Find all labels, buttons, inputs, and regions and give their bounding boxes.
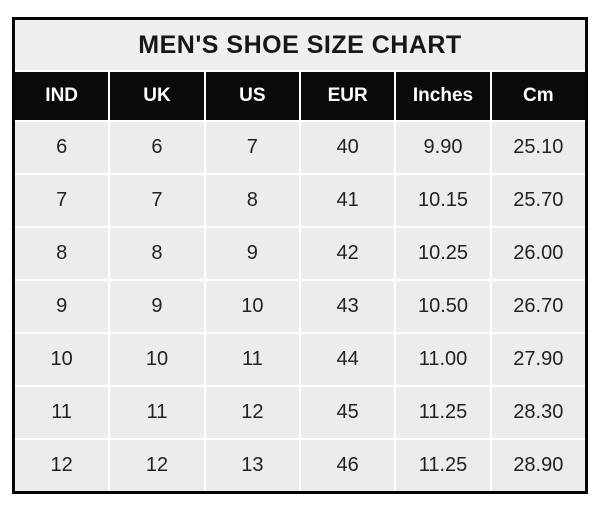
table-cell: 6 xyxy=(110,122,204,173)
column-header: IND xyxy=(15,72,109,120)
table-cell: 10.50 xyxy=(396,281,490,332)
table-cell: 46 xyxy=(301,440,395,491)
table-cell: 27.90 xyxy=(491,334,585,385)
column-header: UK xyxy=(110,72,204,120)
table-cell: 10 xyxy=(15,334,109,385)
table-cell: 9 xyxy=(110,281,204,332)
table-cell: 10 xyxy=(110,334,204,385)
table-cell: 8 xyxy=(205,175,299,226)
table-cell: 13 xyxy=(205,440,299,491)
column-header: Cm xyxy=(491,72,585,120)
table-cell: 45 xyxy=(301,387,395,438)
table-cell: 10.25 xyxy=(396,228,490,279)
table-cell: 9.90 xyxy=(396,122,490,173)
table-cell: 41 xyxy=(301,175,395,226)
table-cell: 7 xyxy=(15,175,109,226)
table-cell: 25.10 xyxy=(491,122,585,173)
table-cell: 8 xyxy=(15,228,109,279)
table-cell: 11.25 xyxy=(396,440,490,491)
table-cell: 12 xyxy=(15,440,109,491)
table-cell: 10.15 xyxy=(396,175,490,226)
table-cell: 28.30 xyxy=(491,387,585,438)
table-cell: 11 xyxy=(110,387,204,438)
table-cell: 6 xyxy=(15,122,109,173)
table-cell: 12 xyxy=(205,387,299,438)
column-header: Inches xyxy=(396,72,490,120)
table-cell: 9 xyxy=(15,281,109,332)
table-cell: 25.70 xyxy=(491,175,585,226)
table-cell: 42 xyxy=(301,228,395,279)
table-cell: 7 xyxy=(205,122,299,173)
table-cell: 43 xyxy=(301,281,395,332)
table-cell: 26.70 xyxy=(491,281,585,332)
table-cell: 7 xyxy=(110,175,204,226)
table-cell: 10 xyxy=(205,281,299,332)
column-header: US xyxy=(205,72,299,120)
table-cell: 44 xyxy=(301,334,395,385)
chart-title: MEN'S SHOE SIZE CHART xyxy=(15,20,585,70)
table-cell: 26.00 xyxy=(491,228,585,279)
shoe-size-chart: MEN'S SHOE SIZE CHART IND UK US EUR Inches Cm… xyxy=(12,17,588,494)
table-cell: 12 xyxy=(110,440,204,491)
table-cell: 8 xyxy=(110,228,204,279)
table-cell: 28.90 xyxy=(491,440,585,491)
table-cell: 11.25 xyxy=(396,387,490,438)
table-cell: 9 xyxy=(205,228,299,279)
table-cell: 40 xyxy=(301,122,395,173)
table-cell: 11 xyxy=(205,334,299,385)
column-header: EUR xyxy=(301,72,395,120)
size-table: MEN'S SHOE SIZE CHART IND UK US EUR Inches Cm… xyxy=(15,20,585,491)
table-cell: 11.00 xyxy=(396,334,490,385)
table-cell: 11 xyxy=(15,387,109,438)
